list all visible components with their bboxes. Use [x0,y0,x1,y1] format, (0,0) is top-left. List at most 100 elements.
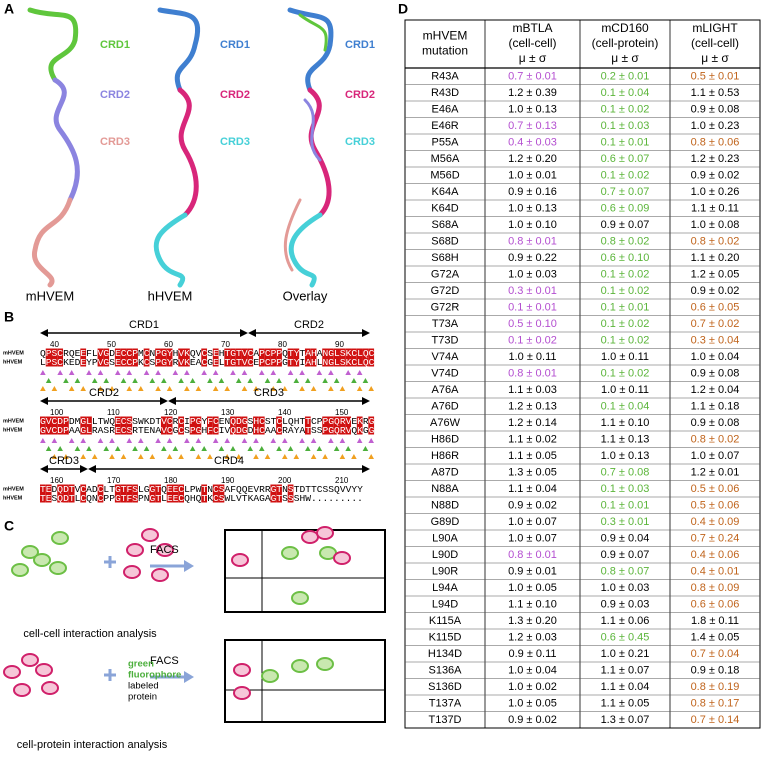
sequence: GVCDPDMGLLTWQECSSWKDTVCRCIPGYFCENQDGSHCS… [40,416,375,427]
table-cell: L94A [432,582,458,594]
identity-box [339,348,346,358]
contact-triangle [282,386,288,391]
table-cell: 0.3 ± 0.01 [601,516,650,528]
identity-box [114,425,121,435]
contact-triangle [166,454,173,459]
identity-box [155,484,161,494]
table-cell: 1.0 ± 0.13 [508,104,557,116]
contact-triangle [328,438,334,443]
contact-triangle [201,370,207,375]
sequence: TEDQDTVCADCLTGTFSLGGTQEECLPWTNCSAFQQEVRR… [40,484,363,495]
table-cell: L90D [432,549,458,561]
identity-box [114,416,121,426]
identity-box [132,348,138,358]
contact-triangle [305,446,311,451]
domain-label: CRD3 [49,455,79,467]
table-cell: 0.3 ± 0.01 [508,285,557,297]
contact-triangle [178,454,184,459]
identity-box [333,348,340,358]
table-cell: 0.1 ± 0.02 [508,335,557,347]
contact-triangle [126,370,133,375]
residue-number: 120 [164,408,178,417]
table-cell: 0.7 ± 0.02 [691,318,740,330]
table-cell: 0.8 ± 0.01 [508,236,557,248]
contact-triangle [264,454,271,459]
table-cell: 1.0 ± 0.11 [601,351,649,363]
table-cell: A76A [432,384,460,396]
structure-name: mHVEM [26,288,74,303]
table-border [404,19,761,729]
table-cell: 0.1 ± 0.01 [601,500,650,512]
residue-number: 180 [164,476,178,485]
arrows-and-plus [104,556,194,683]
identity-box [328,357,334,367]
identity-box [304,416,311,426]
identity-box [51,416,58,426]
table-cell: 0.6 ± 0.07 [601,153,650,165]
contact-triangle [91,454,98,459]
identity-box [368,425,375,435]
table-cell: R43A [431,71,459,83]
identity-box [126,416,133,426]
contact-triangle [57,370,63,375]
structure-sketches [27,7,334,288]
table-cell: 1.1 ± 0.04 [601,681,650,693]
identity-box [230,357,236,367]
identity-box [126,425,133,435]
table-cell: 1.1 ± 0.06 [601,615,650,627]
contact-triangle [57,446,63,451]
contact-triangle [74,378,81,383]
fluor-text: green [128,659,154,670]
identity-box [178,416,184,426]
contact-triangle [45,378,52,383]
contact-triangle [316,370,323,375]
residue-number: 210 [335,476,349,485]
contact-triangle [339,386,346,391]
identity-box [333,425,340,435]
contact-triangle [51,454,58,459]
table-cell: 0.9 ± 0.03 [601,599,650,611]
contact-triangle [270,370,277,375]
identity-box [132,484,138,494]
identity-box [304,348,311,358]
contact-triangle [368,386,374,391]
table-cell: 1.2 ± 0.04 [691,384,740,396]
table-cell: 0.7 ± 0.13 [508,120,557,132]
identity-box [287,357,294,367]
contact-triangle [310,438,317,443]
table-cell: 0.5 ± 0.06 [691,500,740,512]
identity-box [120,425,127,435]
identity-box [230,348,236,358]
residue-number: 50 [107,340,116,349]
contact-triangle [356,386,363,391]
table-cell: 0.5 ± 0.10 [508,318,557,330]
table-cell: 0.9 ± 0.07 [601,549,650,561]
contact-triangle [109,454,115,459]
crd-label: CRD3 [345,136,375,148]
contact-triangle [166,386,173,391]
identity-box [184,357,190,367]
identity-box [339,416,346,426]
contact-triangle [86,446,92,451]
contact-triangle [207,378,213,383]
identity-box [45,484,52,494]
table-cell: 0.8 ± 0.02 [691,434,740,446]
table-cell: V74A [432,351,460,363]
identity-box [45,348,52,358]
identity-box [333,416,340,426]
contact-triangle [97,438,104,443]
identity-box [328,348,334,358]
contact-triangle [235,454,242,459]
table-cell: 0.9 ± 0.08 [691,417,740,429]
identity-box [304,425,311,435]
table-cell: 1.0 ± 0.07 [508,533,557,545]
domain-label: CRD4 [214,455,244,467]
contact-triangle [68,438,75,443]
identity-box [63,484,69,494]
table-cell: 0.8 ± 0.01 [508,549,557,561]
identity-box [345,416,352,426]
identity-box [276,493,282,503]
identity-box [149,493,156,503]
arrow-head [160,397,168,405]
domain-label: CRD2 [294,319,324,331]
